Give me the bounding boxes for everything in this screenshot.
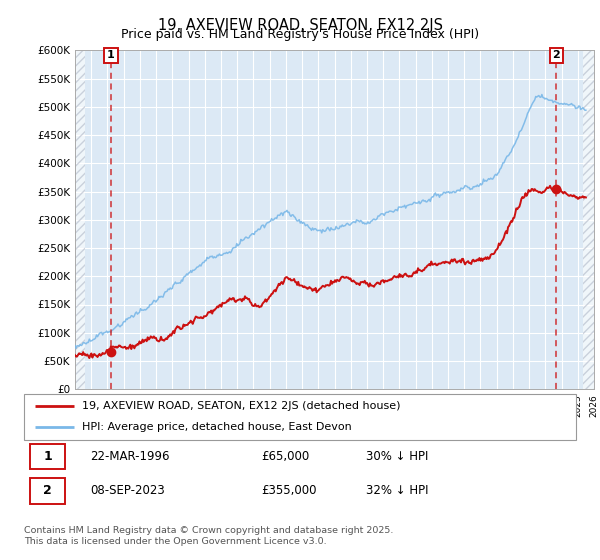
Text: Contains HM Land Registry data © Crown copyright and database right 2025.
This d: Contains HM Land Registry data © Crown c…: [24, 526, 394, 546]
Text: 30% ↓ HPI: 30% ↓ HPI: [366, 450, 428, 463]
Text: HPI: Average price, detached house, East Devon: HPI: Average price, detached house, East…: [82, 422, 352, 432]
Text: £65,000: £65,000: [262, 450, 310, 463]
Text: 19, AXEVIEW ROAD, SEATON, EX12 2JS (detached house): 19, AXEVIEW ROAD, SEATON, EX12 2JS (deta…: [82, 401, 400, 411]
Text: Price paid vs. HM Land Registry's House Price Index (HPI): Price paid vs. HM Land Registry's House …: [121, 28, 479, 41]
FancyBboxPatch shape: [24, 394, 576, 440]
Text: 08-SEP-2023: 08-SEP-2023: [90, 484, 165, 497]
Text: 22-MAR-1996: 22-MAR-1996: [90, 450, 170, 463]
Polygon shape: [75, 50, 85, 389]
Text: 1: 1: [43, 450, 52, 463]
Text: 2: 2: [43, 484, 52, 497]
Text: 32% ↓ HPI: 32% ↓ HPI: [366, 484, 429, 497]
FancyBboxPatch shape: [29, 478, 65, 503]
Text: 19, AXEVIEW ROAD, SEATON, EX12 2JS: 19, AXEVIEW ROAD, SEATON, EX12 2JS: [157, 18, 443, 33]
Text: 1: 1: [107, 50, 115, 60]
Polygon shape: [583, 50, 594, 389]
FancyBboxPatch shape: [29, 444, 65, 469]
Text: £355,000: £355,000: [262, 484, 317, 497]
Text: 2: 2: [553, 50, 560, 60]
